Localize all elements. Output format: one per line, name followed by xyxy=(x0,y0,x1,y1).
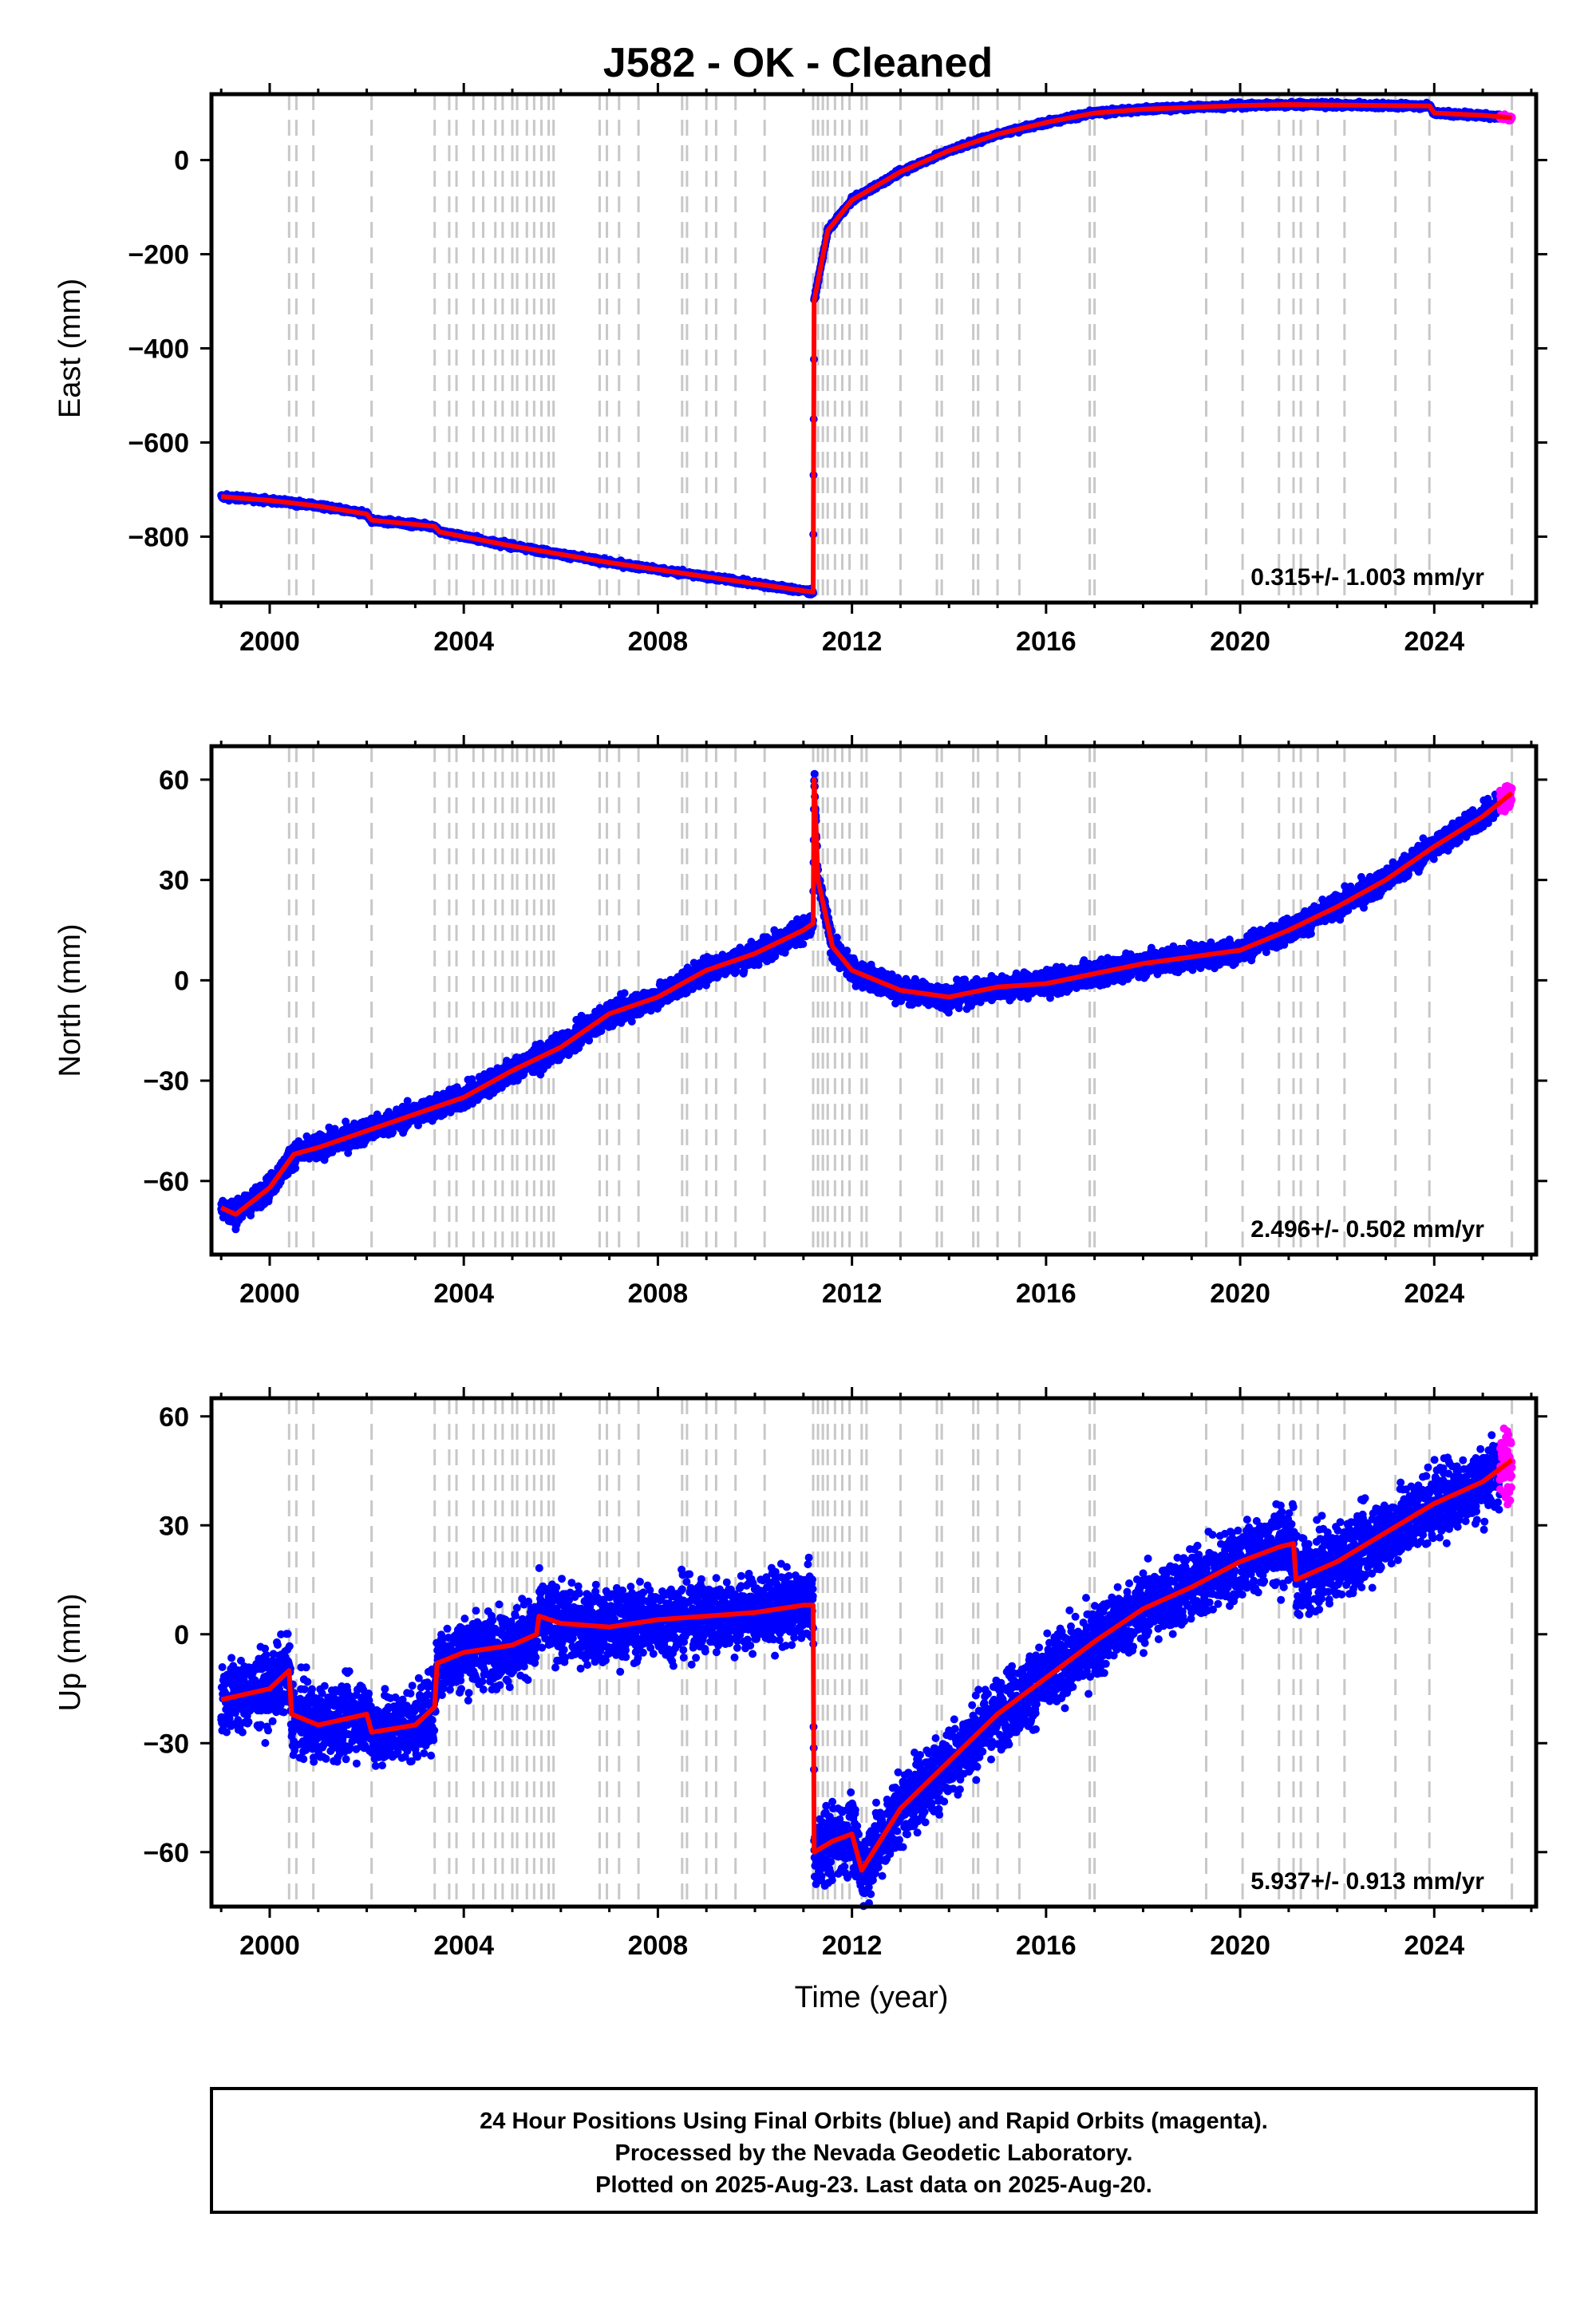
east-panel: 2000 2004 2008 2012 2016 2020 20240−200−400−60… xyxy=(53,83,1547,657)
chart-title: J582 - OK - Cleaned xyxy=(603,40,993,86)
figure: J582 - OK - Cleaned 2000 2004 2008 2012 2016… xyxy=(0,0,1596,2316)
